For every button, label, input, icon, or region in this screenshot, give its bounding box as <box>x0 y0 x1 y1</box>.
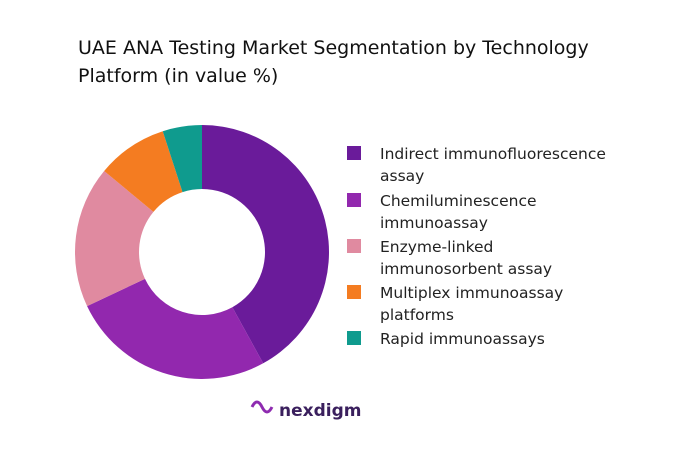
slice <box>104 131 183 212</box>
chart-title: UAE ANA Testing Market Segmentation by T… <box>78 37 589 87</box>
legend-label: Indirect immunofluorescence assay <box>380 145 606 185</box>
legend-item: Multiplex immunoassay platforms <box>347 282 620 326</box>
donut <box>75 125 329 379</box>
brand: nexdigm <box>279 401 362 421</box>
legend-item: Chemiluminescence immunoassay <box>347 190 620 234</box>
logo-icon <box>250 400 274 414</box>
legend-label: Rapid immunoassays <box>380 330 545 348</box>
legend-swatch <box>347 193 361 207</box>
legend-swatch <box>347 239 361 253</box>
legend-swatch <box>347 146 361 160</box>
slice <box>75 171 154 307</box>
legend-label: Chemiluminescence immunoassay <box>380 192 537 232</box>
slice <box>202 125 329 364</box>
legend-swatch <box>347 331 361 345</box>
legend-item: Enzyme-linked immunosorbent assay <box>347 236 620 280</box>
legend-label: Multiplex immunoassay platforms <box>380 284 564 324</box>
slice <box>162 125 202 193</box>
legend-item: Rapid immunoassays <box>347 328 620 350</box>
legend-swatch <box>347 285 361 299</box>
legend-label: Enzyme-linked immunosorbent assay <box>380 238 553 278</box>
legend-item: Indirect immunofluorescence assay <box>347 143 620 187</box>
slice <box>87 278 264 379</box>
